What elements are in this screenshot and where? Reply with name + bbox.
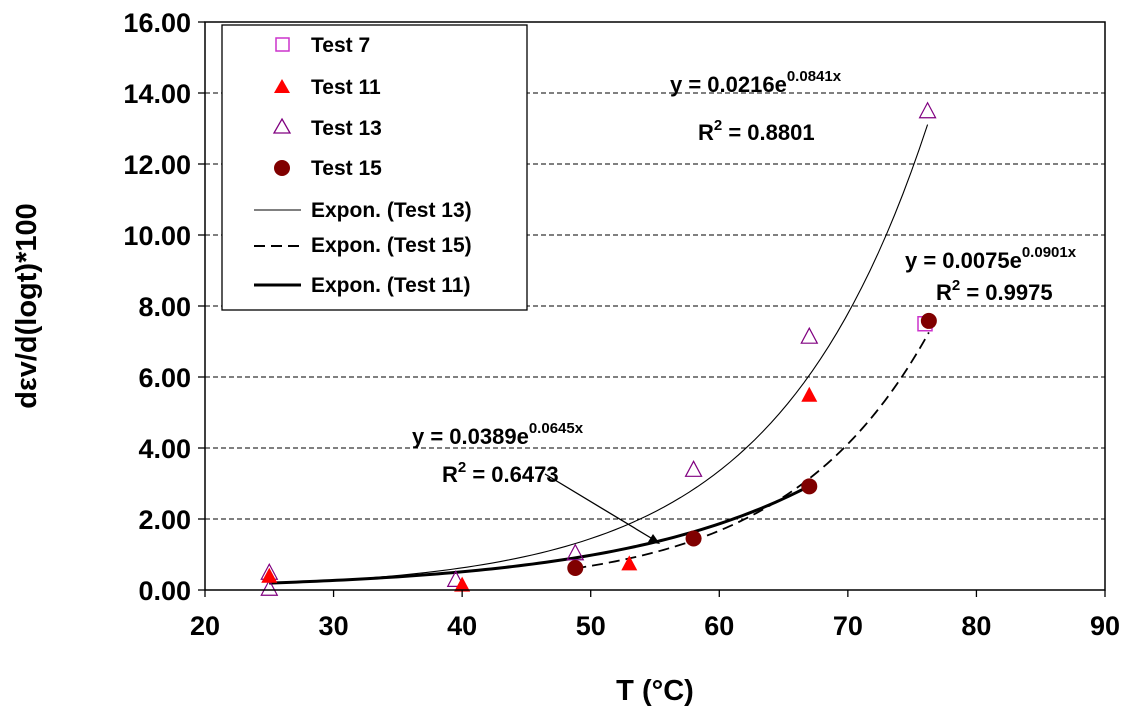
x-tick-label-0: 20	[190, 611, 220, 641]
equation-test13-main: y = 0.0216e	[670, 72, 787, 97]
legend-box	[221, 24, 528, 311]
point-test13-3	[566, 543, 585, 561]
legend-label-test7: Test 7	[311, 34, 370, 57]
x-axis-ticks: 20 30 40 50 60 70 80 90	[190, 590, 1120, 641]
x-tick-label-4: 60	[704, 611, 734, 641]
legend: Test 7 Test 11 Test 13 Test 15 Expon. (T…	[221, 24, 528, 311]
trendline-expon-test-15	[575, 331, 930, 570]
equation-test15-exponent: 0.0901x	[1022, 244, 1077, 261]
point-test15-3	[920, 312, 937, 329]
point-test13-6	[918, 101, 937, 119]
legend-label-expon-test13: Expon. (Test 13)	[311, 199, 472, 222]
point-test15-2	[801, 478, 818, 495]
point-test11-2	[621, 555, 638, 571]
r2-test15-sup: 2	[952, 277, 960, 294]
svg-text:R2 = 0.6473: R2 = 0.6473	[442, 459, 559, 487]
equation-test11: y = 0.0389e0.0645x R2 = 0.6473	[412, 420, 660, 544]
point-test13-5	[800, 326, 819, 344]
r2-test13-value: = 0.8801	[722, 120, 814, 145]
point-test11-3	[801, 386, 818, 402]
y-tick-label-2: 4.00	[138, 434, 191, 464]
svg-text:R2 = 0.9975: R2 = 0.9975	[936, 277, 1053, 305]
legend-marker-filled-triangle	[274, 79, 290, 93]
equation-test15-main: y = 0.0075e	[905, 248, 1022, 273]
y-tick-label-0: 0.00	[138, 576, 191, 606]
r2-test15-label: R	[936, 280, 952, 305]
y-tick-label-5: 10.00	[123, 221, 191, 251]
r2-test13-sup: 2	[714, 117, 722, 134]
y-axis-ticks: 0.00 2.00 4.00 6.00 8.00 10.00 12.00 14.00 16.00	[123, 8, 205, 606]
legend-item-expon-test15: Expon. (Test 15)	[254, 234, 472, 257]
point-test13-0	[260, 578, 279, 596]
point-test13-2	[446, 570, 465, 587]
legend-item-test11: Test 11	[274, 76, 381, 99]
x-tick-label-3: 50	[576, 611, 606, 641]
legend-label-test11: Test 11	[311, 76, 381, 99]
equation-test11-main: y = 0.0389e	[412, 424, 529, 449]
grid	[205, 92, 1105, 520]
y-tick-label-3: 6.00	[138, 363, 191, 393]
legend-label-expon-test15: Expon. (Test 15)	[311, 234, 472, 257]
point-test11-0	[261, 567, 278, 583]
legend-label-expon-test11: Expon. (Test 11)	[311, 274, 470, 297]
y-tick-label-4: 8.00	[138, 292, 191, 322]
legend-label-test15: Test 15	[311, 157, 382, 180]
y-axis-title: dεv/d(logt)*100	[11, 203, 43, 409]
legend-item-expon-test11: Expon. (Test 11)	[254, 274, 470, 297]
legend-item-test13: Test 13	[272, 117, 382, 140]
equation-test11-exponent: 0.0645x	[529, 420, 584, 437]
svg-text:y = 0.0075e0.0901x: y = 0.0075e0.0901x	[905, 244, 1077, 273]
r2-test13-label: R	[698, 120, 714, 145]
x-tick-label-7: 90	[1090, 611, 1120, 641]
y-tick-label-6: 12.00	[123, 150, 191, 180]
equation-test11-pointer	[544, 473, 657, 542]
svg-text:y = 0.0216e0.0841x: y = 0.0216e0.0841x	[670, 68, 842, 97]
trendlines	[269, 124, 930, 585]
legend-item-expon-test13: Expon. (Test 13)	[254, 199, 472, 222]
point-test13-4	[684, 460, 703, 477]
data-points	[260, 101, 937, 596]
svg-text:R2 = 0.8801: R2 = 0.8801	[698, 117, 815, 145]
x-tick-label-6: 80	[961, 611, 991, 641]
y-tick-label-7: 14.00	[123, 79, 191, 109]
x-tick-label-2: 40	[447, 611, 477, 641]
r2-test15-value: = 0.9975	[960, 280, 1052, 305]
y-tick-label-1: 2.00	[138, 505, 191, 535]
y-tick-label-8: 16.00	[123, 8, 191, 38]
equation-test15: y = 0.0075e0.0901x R2 = 0.9975	[905, 244, 1077, 305]
r2-test11-value: = 0.6473	[466, 462, 558, 487]
equation-test13: y = 0.0216e0.0841x R2 = 0.8801	[670, 68, 842, 145]
equation-test11-pointer-head	[648, 534, 660, 544]
point-test15-1	[685, 530, 702, 547]
x-tick-label-5: 70	[833, 611, 863, 641]
x-axis-title: T (°C)	[616, 675, 694, 707]
point-test11-1	[454, 576, 471, 592]
svg-text:y = 0.0389e0.0645x: y = 0.0389e0.0645x	[412, 420, 584, 449]
trendline-expon-test-11	[269, 484, 810, 585]
legend-marker-open-triangle	[272, 117, 292, 134]
legend-marker-open-square	[275, 37, 290, 52]
x-tick-label-1: 30	[319, 611, 349, 641]
legend-marker-filled-circle	[274, 160, 290, 176]
equation-test13-exponent: 0.0841x	[787, 68, 842, 85]
r2-test11-sup: 2	[458, 459, 466, 476]
legend-label-test13: Test 13	[311, 117, 382, 140]
legend-item-test7: Test 7	[275, 34, 370, 57]
point-test15-0	[567, 559, 584, 576]
legend-item-test15: Test 15	[274, 157, 382, 180]
r2-test11-label: R	[442, 462, 458, 487]
